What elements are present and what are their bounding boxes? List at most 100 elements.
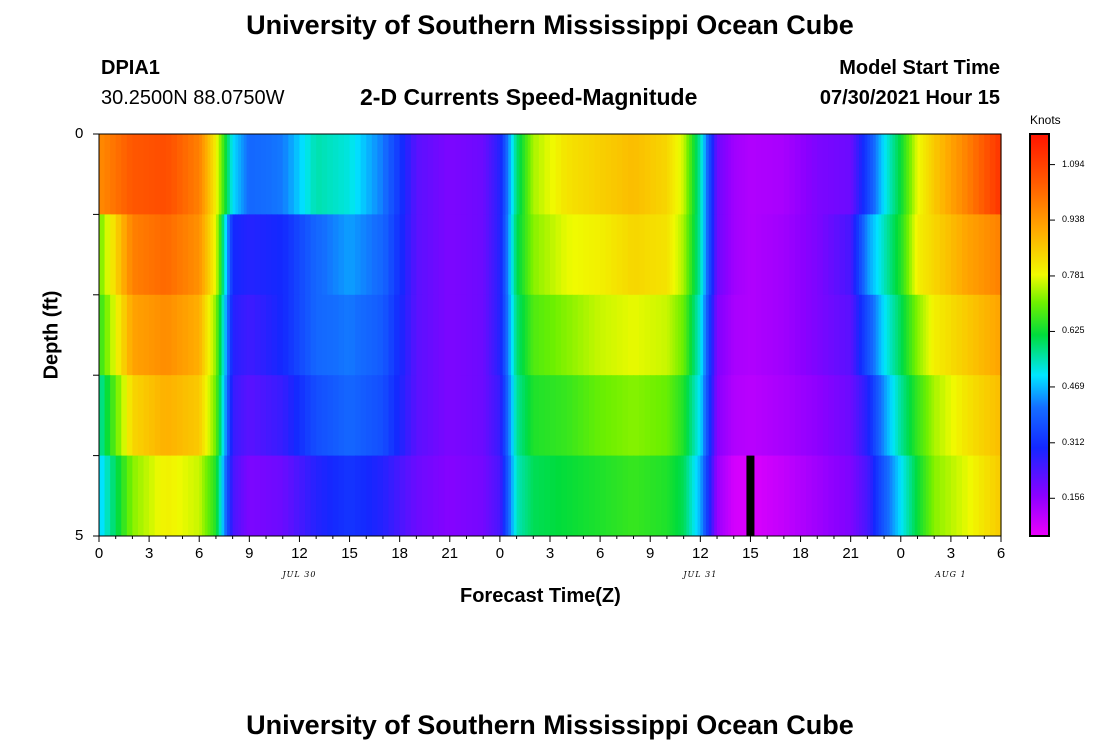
heatmap-cell [697, 455, 701, 537]
heatmap-cell [627, 294, 635, 376]
heatmap-cell [399, 214, 406, 296]
heatmap-cell [909, 214, 913, 296]
heatmap-cell [917, 294, 921, 376]
heatmap-cell [669, 134, 674, 215]
heatmap-cell [811, 134, 818, 215]
heatmap-cell [897, 375, 902, 456]
heatmap-cell [243, 294, 248, 376]
heatmap-cell [694, 214, 699, 296]
heatmap-cell [680, 375, 685, 456]
heatmap-cell [215, 375, 220, 456]
heatmap-cell [833, 134, 841, 215]
heatmap-cell [188, 294, 195, 376]
heatmap-cell [714, 375, 718, 456]
heatmap-cell [277, 134, 284, 215]
heatmap-cell [934, 214, 941, 296]
heatmap-cell [686, 134, 690, 215]
heatmap-cell [859, 375, 863, 456]
heatmap-cell [494, 214, 498, 296]
heatmap-cell [730, 214, 735, 296]
heatmap-cell [555, 134, 562, 215]
heatmap-cell [527, 455, 532, 537]
heatmap-cell [644, 214, 651, 296]
heatmap-cell [725, 214, 729, 296]
heatmap-cell [577, 214, 585, 296]
heatmap-cell [483, 294, 487, 376]
heatmap-cell [984, 455, 991, 537]
heatmap-cell [485, 214, 490, 296]
heatmap-cell [742, 294, 746, 376]
heatmap-cell [725, 375, 729, 456]
heatmap-cell [508, 375, 512, 456]
heatmap-cell [444, 455, 451, 537]
heatmap-cell [207, 134, 211, 215]
heatmap-cell [524, 294, 529, 376]
heatmap-cell [527, 214, 532, 296]
heatmap-cell [666, 214, 671, 296]
heatmap-cell [160, 134, 167, 215]
heatmap-cell [502, 375, 507, 456]
model-start-label: Model Start Time [839, 57, 1000, 79]
heatmap-cell [99, 214, 106, 296]
heatmap-cell [945, 375, 952, 456]
heatmap-cell [497, 294, 501, 376]
station-location: 30.2500N 88.0750W [101, 87, 285, 109]
heatmap-cell [689, 294, 693, 376]
heatmap-cell [923, 294, 927, 376]
heatmap-cell [382, 214, 390, 296]
heatmap-cell [282, 214, 289, 296]
heatmap-cell [466, 294, 473, 376]
heatmap-cell [984, 134, 991, 215]
heatmap-cell [928, 375, 932, 456]
heatmap-cell [202, 214, 206, 296]
heatmap-cell [892, 375, 896, 456]
heatmap-cell [115, 375, 122, 456]
page-title: University of Southern Mississippi Ocean… [246, 10, 854, 40]
heatmap-cell [683, 455, 688, 537]
heatmap-cell [355, 134, 362, 215]
heatmap-cell [700, 375, 704, 456]
heatmap-cell [524, 455, 529, 537]
heatmap-cell [438, 214, 445, 296]
heatmap-cell [884, 134, 888, 215]
heatmap-cell [650, 294, 657, 376]
heatmap-cell [176, 455, 184, 537]
heatmap-cell [121, 294, 128, 376]
heatmap-cell [121, 455, 128, 537]
heatmap-cell [950, 134, 958, 215]
heatmap-cell [680, 214, 685, 296]
heatmap-cell [722, 294, 726, 376]
heatmap-cell [856, 455, 860, 537]
heatmap-cell [875, 294, 880, 376]
heatmap-cell [240, 375, 245, 456]
heatmap-cell [427, 375, 434, 456]
heatmap-cell [708, 455, 713, 537]
heatmap-cell [388, 375, 395, 456]
heatmap-cell [875, 214, 880, 296]
heatmap-cell [945, 294, 952, 376]
heatmap-cell [691, 294, 696, 376]
heatmap-cell [956, 375, 963, 456]
heatmap-cell [881, 214, 885, 296]
heatmap-cell [508, 455, 512, 537]
colorbar-tick-label: 0.469 [1062, 380, 1085, 391]
heatmap-cell [238, 455, 242, 537]
heatmap-cell [550, 214, 557, 296]
heatmap-cell [132, 375, 139, 456]
heatmap-cell [989, 134, 997, 215]
heatmap-cell [188, 375, 195, 456]
heatmap-cell [931, 375, 935, 456]
heatmap-cell [210, 294, 214, 376]
heatmap-cell [126, 375, 134, 456]
heatmap-cell [600, 214, 607, 296]
heatmap-cell [497, 375, 501, 456]
heatmap-cell [744, 134, 749, 215]
heatmap-cell [906, 294, 910, 376]
heatmap-cell [394, 455, 401, 537]
heatmap-cell [666, 375, 671, 456]
heatmap-cell [884, 294, 888, 376]
heatmap-cell [973, 294, 980, 376]
heatmap-cell [708, 214, 713, 296]
heatmap-cell [583, 134, 590, 215]
heatmap-cell [923, 134, 927, 215]
